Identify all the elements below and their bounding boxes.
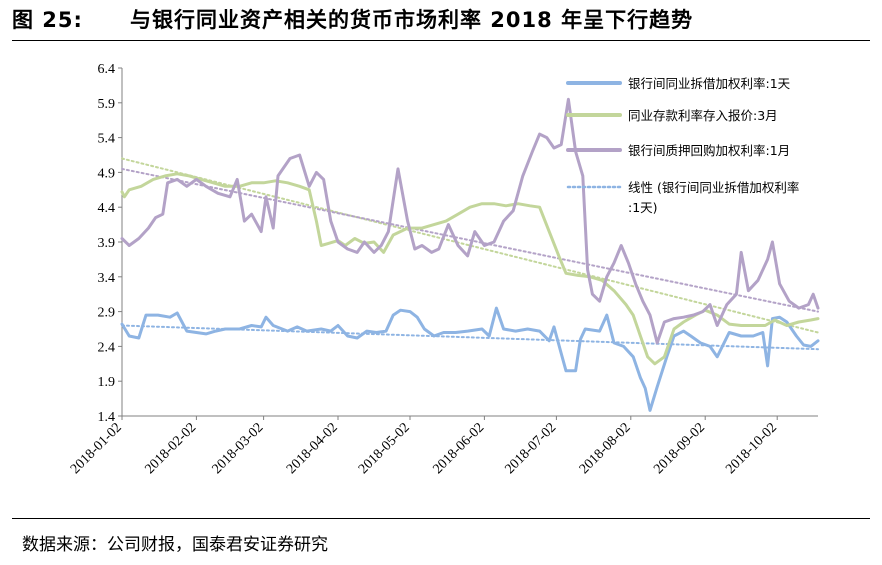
trend-line-5 [121,167,819,313]
source-rule [12,518,870,519]
title-rule [12,40,870,41]
y-tick-label: 5.4 [98,132,116,147]
series-line-1 [120,172,820,366]
x-tick-label: 2018-02-02 [142,420,199,477]
y-tick-label: 3.9 [98,236,116,251]
y-axis: 6.4 5.9 5.4 4.9 4.4 3.9 3.4 2.9 2.4 1.9 1.4 [98,62,123,425]
series-line-2 [120,97,820,345]
figure-number: 图 25: [12,8,83,32]
source-note: 数据来源：公司财报，国泰君安证券研究 [22,535,328,555]
y-tick-label: 2.9 [98,306,116,321]
series-line-0 [120,306,820,412]
x-tick-label: 2018-01-02 [68,420,125,477]
x-tick-label: 2018-04-02 [284,420,341,477]
y-tick-label: 2.4 [98,340,116,355]
legend-label-0: 银行间同业拆借加权利率:1天 [628,76,791,91]
y-tick-label: 6.4 [98,62,116,77]
x-axis: 2018-01-02 2018-02-02 2018-03-02 2018-04-02… [68,415,818,477]
series-lines [120,97,820,412]
y-tick-label: 5.9 [98,97,116,112]
x-tick-label: 2018-09-02 [651,420,708,477]
x-tick-label: 2018-03-02 [210,420,267,477]
legend: 银行间同业拆借加权利率:1天同业存款利率存入报价:3月银行间质押回购加权利率:1… [566,76,799,215]
x-tick-label: 2018-10-02 [723,420,780,477]
legend-label-3: 线性 (银行间同业拆借加权利率 [628,180,799,195]
x-tick-label: 2018-08-02 [577,420,634,477]
legend-label-1: 同业存款利率存入报价:3月 [628,108,778,123]
figure-title-text: 与银行同业资产相关的货币市场利率 2018 年呈下行趋势 [130,8,694,32]
y-tick-label: 4.9 [98,166,116,181]
y-tick-label: 3.4 [98,271,116,286]
x-tick-label: 2018-05-02 [356,420,413,477]
y-tick-label: 1.4 [98,410,116,425]
legend-label-3-cont: :1天) [628,200,658,215]
figure-title: 图 25: 与银行同业资产相关的货币市场利率 2018 年呈下行趋势 [12,4,872,38]
legend-label-2: 银行间质押回购加权利率:1月 [628,143,790,158]
y-tick-label: 1.9 [98,375,116,390]
x-tick-label: 2018-07-02 [502,420,559,477]
y-tick-label: 4.4 [98,201,116,216]
x-tick-label: 2018-06-02 [430,420,487,477]
